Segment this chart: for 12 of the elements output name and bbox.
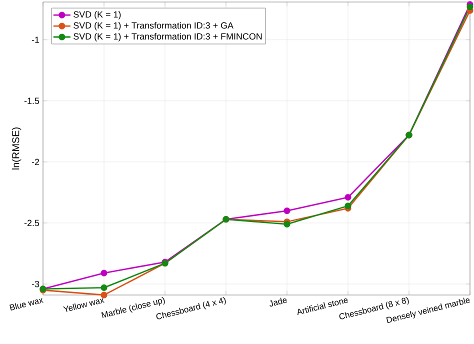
y-tick-label: -1: [32, 36, 40, 43]
x-tick-label: Blue wax: [10, 298, 44, 311]
x-tick-label: Jade: [270, 298, 287, 307]
y-tick-label: -3: [32, 280, 40, 288]
y-tick-label: -2.5: [24, 220, 40, 226]
legend-label: SVD (K = 1) + Transformation ID:3 + GA: [74, 22, 234, 30]
y-tick-label: -2: [32, 158, 40, 166]
y-tick-label: -1.5: [24, 98, 40, 104]
legend-label: SVD (K = 1) + Transformation ID:3 + FMINCON: [74, 33, 262, 42]
x-tick-label: Yellow wax: [63, 298, 105, 312]
legend-label: SVD (K = 1): [74, 11, 121, 20]
y-axis-title: ln(RMSE): [12, 128, 22, 170]
